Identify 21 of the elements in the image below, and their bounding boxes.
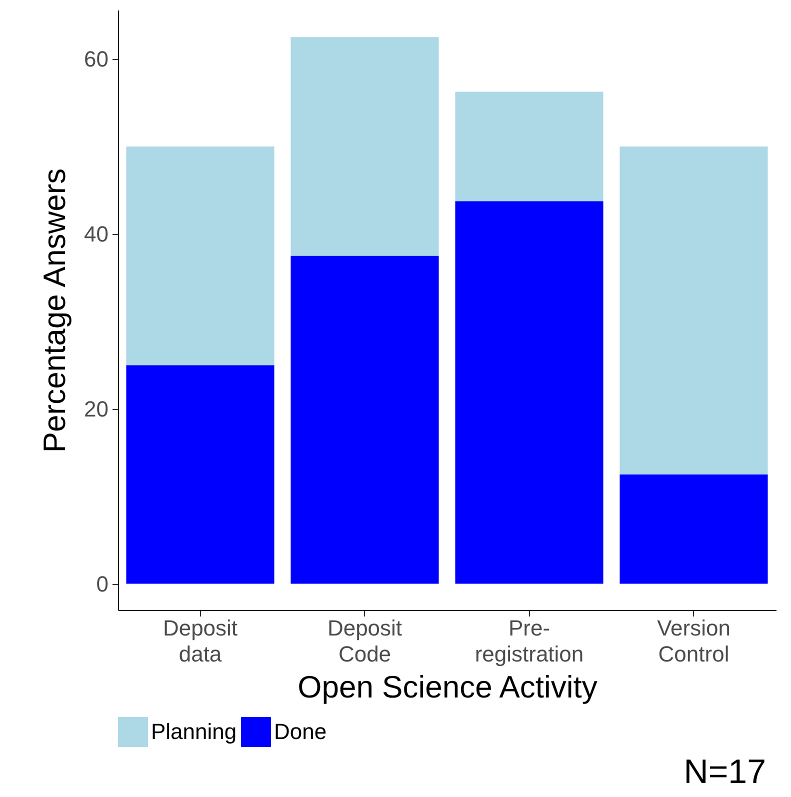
bar bbox=[126, 365, 274, 584]
y-axis-title: Percentage Answers bbox=[37, 168, 72, 453]
bar bbox=[455, 201, 604, 584]
bar bbox=[290, 37, 439, 256]
bar bbox=[620, 474, 768, 584]
bar bbox=[126, 146, 274, 366]
x-tick-label: Version Control bbox=[657, 616, 730, 666]
text: N=17 bbox=[684, 753, 766, 791]
legend-label: Planning bbox=[151, 719, 237, 744]
legend-label: Done bbox=[274, 719, 327, 744]
bar bbox=[290, 256, 439, 584]
y-tick-label: 40 bbox=[84, 221, 108, 246]
bar bbox=[455, 92, 604, 202]
y-tick-label: 20 bbox=[84, 396, 108, 422]
x-tick-label: Deposit data bbox=[162, 616, 238, 666]
y-tick-label: 0 bbox=[96, 571, 108, 596]
x-tick-label: Deposit Code bbox=[327, 616, 402, 666]
x-tick-label: Pre-registration bbox=[474, 616, 584, 666]
x-axis-title: Open Science Activity bbox=[298, 670, 598, 704]
bar bbox=[620, 146, 768, 474]
y-tick-label: 60 bbox=[84, 46, 108, 72]
